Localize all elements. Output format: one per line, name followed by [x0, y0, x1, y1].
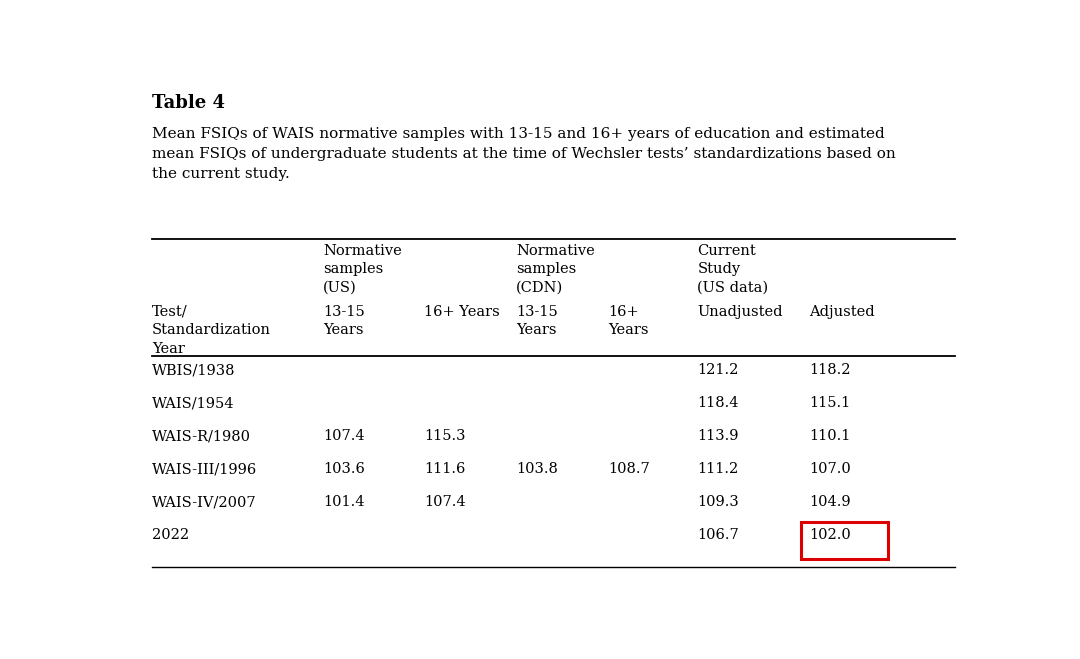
Text: Current
Study
(US data): Current Study (US data)	[698, 244, 769, 295]
Text: Test/
Standardization
Year: Test/ Standardization Year	[151, 305, 271, 356]
Text: WAIS/1954: WAIS/1954	[151, 396, 234, 410]
Text: 109.3: 109.3	[698, 495, 739, 509]
Text: 13-15
Years: 13-15 Years	[323, 305, 365, 337]
Text: WAIS-IV/2007: WAIS-IV/2007	[151, 495, 256, 509]
Text: 118.2: 118.2	[809, 363, 850, 377]
Text: WAIS-III/1996: WAIS-III/1996	[151, 462, 257, 476]
Text: 115.3: 115.3	[423, 429, 465, 444]
Text: 111.2: 111.2	[698, 462, 739, 476]
Text: 106.7: 106.7	[698, 528, 739, 542]
Text: 110.1: 110.1	[809, 429, 850, 444]
Text: 107.4: 107.4	[323, 429, 365, 444]
Text: 111.6: 111.6	[423, 462, 465, 476]
Text: 113.9: 113.9	[698, 429, 739, 444]
Text: Normative
samples
(CDN): Normative samples (CDN)	[516, 244, 595, 295]
Text: 107.4: 107.4	[423, 495, 465, 509]
Text: 16+
Years: 16+ Years	[608, 305, 648, 337]
Text: Table 4: Table 4	[151, 94, 225, 112]
Text: 13-15
Years: 13-15 Years	[516, 305, 557, 337]
Text: Unadjusted: Unadjusted	[698, 305, 783, 319]
Text: 107.0: 107.0	[809, 462, 851, 476]
Text: 118.4: 118.4	[698, 396, 739, 410]
Text: 103.6: 103.6	[323, 462, 365, 476]
Text: 101.4: 101.4	[323, 495, 365, 509]
Text: WAIS-R/1980: WAIS-R/1980	[151, 429, 251, 444]
Text: 103.8: 103.8	[516, 462, 557, 476]
Text: 2022: 2022	[151, 528, 189, 542]
Text: 108.7: 108.7	[608, 462, 650, 476]
Text: Normative
samples
(US): Normative samples (US)	[323, 244, 402, 295]
Text: 121.2: 121.2	[698, 363, 739, 377]
Text: 115.1: 115.1	[809, 396, 850, 410]
Text: 104.9: 104.9	[809, 495, 850, 509]
Text: Adjusted: Adjusted	[809, 305, 875, 319]
Text: 102.0: 102.0	[809, 528, 851, 542]
Text: WBIS/1938: WBIS/1938	[151, 363, 235, 377]
Text: 16+ Years: 16+ Years	[423, 305, 500, 319]
Text: Mean FSIQs of WAIS normative samples with 13-15 and 16+ years of education and e: Mean FSIQs of WAIS normative samples wit…	[151, 127, 895, 181]
